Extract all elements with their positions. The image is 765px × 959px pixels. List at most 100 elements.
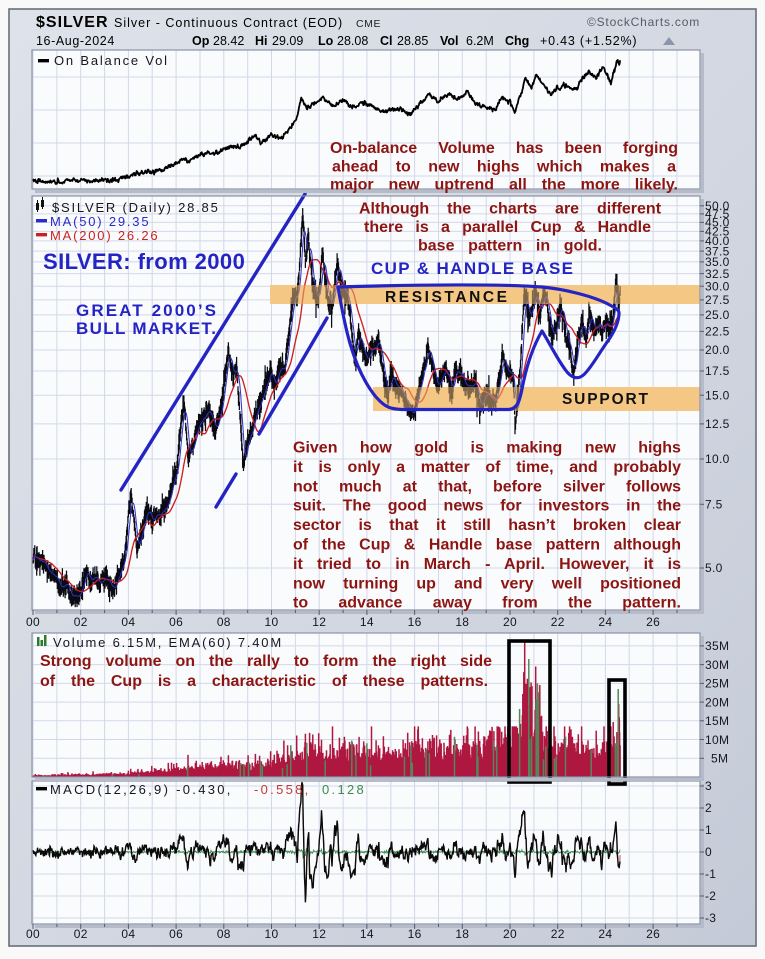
svg-text:10M: 10M xyxy=(705,733,729,747)
svg-text:Lo: Lo xyxy=(318,34,334,48)
svg-text:37.5: 37.5 xyxy=(705,244,730,258)
svg-text:MA(200) 26.26: MA(200) 26.26 xyxy=(50,228,159,243)
svg-text:15M: 15M xyxy=(705,714,729,728)
svg-text:+0.43 (+1.52%): +0.43 (+1.52%) xyxy=(540,34,637,48)
svg-text:Although the charts are differ: Although the charts are different xyxy=(359,201,662,218)
svg-text:7.5: 7.5 xyxy=(705,498,723,512)
svg-text:Op: Op xyxy=(192,34,210,48)
svg-text:02: 02 xyxy=(74,615,88,629)
svg-text:18: 18 xyxy=(455,927,469,941)
svg-text:47.5: 47.5 xyxy=(705,207,730,221)
svg-text:CME: CME xyxy=(356,18,381,30)
svg-text:-3: -3 xyxy=(705,911,716,925)
svg-text:30.0: 30.0 xyxy=(705,279,730,293)
svg-text:42.5: 42.5 xyxy=(705,225,730,239)
svg-text:04: 04 xyxy=(121,615,135,629)
svg-text:Strong volume on the rally to: Strong volume on the rally to form the r… xyxy=(40,653,492,670)
svg-text:14: 14 xyxy=(360,927,374,941)
svg-text:20: 20 xyxy=(503,615,517,629)
svg-text:$SILVER: $SILVER xyxy=(36,14,109,31)
svg-text:32.5: 32.5 xyxy=(705,267,730,281)
svg-text:it tried to in March - April.: it tried to in March - April. However, i… xyxy=(293,556,681,573)
svg-text:©StockCharts.com: ©StockCharts.com xyxy=(587,15,700,29)
svg-text:26: 26 xyxy=(646,615,660,629)
svg-text:suit. The good news for invest: suit. The good news for investors in the xyxy=(293,498,681,515)
svg-text:28.42: 28.42 xyxy=(213,34,244,48)
svg-text:now turning up and very well p: now turning up and very well positioned xyxy=(293,575,681,592)
svg-text:Volume 6.15M, EMA(60) 7.40M: Volume 6.15M, EMA(60) 7.40M xyxy=(53,635,283,650)
svg-text:not much at that, before silve: not much at that, before silver follows xyxy=(293,478,681,495)
svg-text:1: 1 xyxy=(705,823,712,837)
svg-text:sector is that it still hasn’t: sector is that it still hasn’t broken cl… xyxy=(293,517,681,534)
svg-text:base pattern in gold.: base pattern in gold. xyxy=(418,238,602,255)
svg-text:00: 00 xyxy=(26,927,40,941)
svg-text:10.0: 10.0 xyxy=(705,452,730,466)
svg-text:to advance away from the patte: to advance away from the pattern. xyxy=(293,595,681,612)
svg-text:it is only a matter of time, a: it is only a matter of time, and probabl… xyxy=(293,459,681,476)
svg-text:24: 24 xyxy=(598,615,612,629)
svg-text:RESISTANCE: RESISTANCE xyxy=(385,289,507,306)
svg-text:22: 22 xyxy=(551,927,565,941)
svg-text:04: 04 xyxy=(121,927,135,941)
svg-text:26: 26 xyxy=(646,927,660,941)
svg-text:Hi: Hi xyxy=(255,34,268,48)
svg-text:20: 20 xyxy=(503,927,517,941)
svg-text:22: 22 xyxy=(551,615,565,629)
svg-text:-1: -1 xyxy=(705,867,716,881)
svg-text:-0.558,: -0.558, xyxy=(254,782,311,797)
svg-text:Vol: Vol xyxy=(440,34,459,48)
svg-text:50.0: 50.0 xyxy=(705,199,730,213)
svg-text:08: 08 xyxy=(217,615,231,629)
svg-text:10: 10 xyxy=(265,927,279,941)
svg-text:28.85: 28.85 xyxy=(397,34,428,48)
svg-text:18: 18 xyxy=(455,615,469,629)
svg-text:SILVER: from 2000: SILVER: from 2000 xyxy=(43,249,246,274)
svg-text:BULL MARKET.: BULL MARKET. xyxy=(76,319,216,338)
svg-text:Chg: Chg xyxy=(505,34,529,48)
svg-text:of the Cup is a characteristic: of the Cup is a characteristic of these … xyxy=(40,673,488,690)
svg-text:27.5: 27.5 xyxy=(705,293,730,307)
svg-text:SUPPORT: SUPPORT xyxy=(562,391,649,408)
svg-text:29.09: 29.09 xyxy=(272,34,303,48)
svg-text:00: 00 xyxy=(26,615,40,629)
svg-text:On Balance Vol: On Balance Vol xyxy=(54,53,169,68)
svg-text:06: 06 xyxy=(169,615,183,629)
svg-text:5.0: 5.0 xyxy=(705,561,723,575)
svg-text:16: 16 xyxy=(408,615,422,629)
svg-text:12: 12 xyxy=(312,927,326,941)
svg-text:16-Aug-2024: 16-Aug-2024 xyxy=(36,34,115,48)
svg-text:of the Cup & Handle base patte: of the Cup & Handle base pattern althoug… xyxy=(293,537,681,554)
svg-text:3: 3 xyxy=(705,779,712,793)
svg-text:24: 24 xyxy=(598,927,612,941)
svg-text:06: 06 xyxy=(169,927,183,941)
svg-text:25M: 25M xyxy=(705,677,729,691)
svg-text:16: 16 xyxy=(408,927,422,941)
svg-text:35.0: 35.0 xyxy=(705,255,730,269)
svg-text:20.0: 20.0 xyxy=(705,343,730,357)
svg-text:CUP & HANDLE BASE: CUP & HANDLE BASE xyxy=(371,259,573,278)
svg-text:02: 02 xyxy=(74,927,88,941)
svg-text:0: 0 xyxy=(705,845,712,859)
svg-text:30M: 30M xyxy=(705,658,729,672)
svg-text:17.5: 17.5 xyxy=(705,364,730,378)
svg-text:Cl: Cl xyxy=(380,34,393,48)
svg-text:12: 12 xyxy=(312,615,326,629)
svg-text:MA(50) 29.35: MA(50) 29.35 xyxy=(50,214,150,229)
svg-text:2: 2 xyxy=(705,801,712,815)
svg-text:22.5: 22.5 xyxy=(705,325,730,339)
svg-text:35M: 35M xyxy=(705,639,729,653)
svg-text:0.128: 0.128 xyxy=(322,782,366,797)
svg-text:45.0: 45.0 xyxy=(705,216,730,230)
svg-text:On-balance Volume has been for: On-balance Volume has been forging xyxy=(330,140,678,157)
svg-text:there is a parallel Cup & Hand: there is a parallel Cup & Handle xyxy=(364,219,651,236)
svg-text:6.2M: 6.2M xyxy=(466,34,494,48)
svg-text:GREAT 2000’S: GREAT 2000’S xyxy=(76,301,216,320)
svg-text:$SILVER (Daily) 28.85: $SILVER (Daily) 28.85 xyxy=(52,200,220,215)
svg-text:-2: -2 xyxy=(705,889,716,903)
svg-text:20M: 20M xyxy=(705,695,729,709)
svg-text:ahead to new highs which makes: ahead to new highs which makes a xyxy=(332,159,676,176)
svg-text:28.08: 28.08 xyxy=(337,34,368,48)
svg-text:Given how gold is making new h: Given how gold is making new highs xyxy=(293,440,681,457)
svg-text:12.5: 12.5 xyxy=(705,417,730,431)
svg-text:10: 10 xyxy=(265,615,279,629)
